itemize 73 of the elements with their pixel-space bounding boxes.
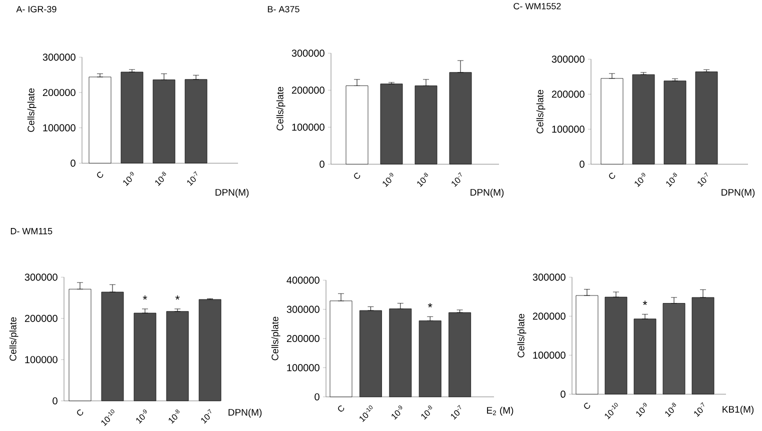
y-axis-title: Cells/plate: [536, 90, 546, 134]
x-tick-label: C: [584, 402, 590, 409]
x-axis-title: DPN(M): [722, 188, 755, 198]
y-tick-label: 0: [314, 393, 320, 401]
x-tick-label: 10$^{-8}$: [666, 172, 677, 188]
x-tick-label: 10$^{-10}$: [360, 406, 373, 422]
y-tick-label: 200000: [286, 335, 320, 342]
y-axis-title: Cells/plate: [9, 317, 18, 361]
x-tick-label: 10$^{-8}$: [421, 406, 432, 420]
y-tick-label: 0: [320, 160, 324, 168]
y-tick-label: 400000: [286, 276, 320, 284]
chart-title: D- WM115: [10, 228, 52, 234]
x-tick-label: C: [338, 406, 344, 412]
y-axis-title: Cells/plate: [276, 87, 286, 130]
y-tick-label: 200000: [42, 89, 76, 96]
annotation: *: [642, 300, 648, 306]
x-tick-label: 10$^{-9}$: [392, 406, 402, 420]
x-axis-title: KB1(M): [722, 406, 754, 415]
x-tick-label: 10$^{-9}$: [136, 410, 147, 424]
x-tick-label: C: [77, 410, 84, 416]
y-tick-label: 300000: [286, 306, 320, 314]
x-tick-label: 10$^{-9}$: [382, 172, 394, 188]
x-axis-title: E$_{2}$ (M): [487, 406, 514, 416]
x-tick-label: C: [609, 172, 616, 179]
x-tick-label: C: [97, 172, 104, 178]
y-axis-title: Cells/plate: [517, 314, 526, 358]
annotation: *: [142, 296, 148, 300]
y-tick-label: 300000: [24, 274, 58, 281]
x-tick-label: 10$^{-8}$: [168, 410, 180, 424]
bar: [600, 78, 624, 164]
x-tick-label: 10$^{-7}$: [451, 405, 462, 420]
y-tick-label: 0: [580, 160, 584, 168]
x-tick-label: 10$^{-7}$: [201, 409, 212, 424]
y-tick-label: 100000: [25, 356, 58, 364]
x-tick-label: 10$^{-8}$: [155, 172, 166, 186]
x-tick-label: C: [354, 172, 360, 179]
y-tick-label: 0: [70, 160, 76, 167]
y-tick-label: 100000: [43, 124, 76, 132]
x-tick-label: 10$^{-9}$: [123, 172, 134, 186]
x-tick-label: 10$^{-9}$: [634, 172, 646, 188]
y-tick-label: 300000: [552, 56, 584, 63]
y-tick-label: 300000: [532, 274, 566, 281]
x-tick-label: 10$^{-9}$: [636, 402, 647, 418]
chart-title: A- IGR-39: [16, 6, 56, 12]
x-tick-label: 10$^{-7}$: [187, 171, 198, 186]
y-tick-label: 300000: [292, 50, 324, 57]
y-tick-label: 200000: [552, 90, 584, 98]
x-tick-label: 10$^{-7}$: [694, 402, 704, 418]
x-tick-label: 10$^{-7}$: [698, 172, 708, 188]
x-tick-label: 10$^{-10}$: [604, 402, 618, 420]
y-tick-label: 300000: [42, 54, 76, 61]
x-tick-label: 10$^{-8}$: [665, 402, 676, 418]
y-tick-label: 100000: [292, 124, 324, 131]
y-tick-label: 100000: [533, 352, 566, 359]
chart-title: B- A375: [268, 6, 300, 12]
x-axis-title: DPN(M): [228, 408, 262, 418]
y-axis-title: Cells/plate: [271, 316, 280, 360]
y-tick-label: 0: [52, 397, 58, 405]
x-axis-title: DPN(M): [216, 188, 249, 198]
x-tick-label: 10$^{-7}$: [452, 172, 462, 188]
y-tick-label: 200000: [292, 86, 324, 94]
annotation: *: [175, 296, 180, 300]
y-axis-title: Cells/plate: [27, 88, 36, 132]
y-tick-label: 100000: [287, 364, 320, 372]
x-tick-label: 10$^{-8}$: [417, 172, 428, 188]
y-tick-label: 200000: [24, 314, 58, 322]
annotation: *: [428, 303, 432, 308]
y-tick-label: 200000: [532, 312, 566, 320]
x-tick-label: 10$^{-10}$: [101, 410, 114, 426]
x-axis-title: DPN(M): [470, 188, 504, 198]
y-tick-label: 100000: [552, 126, 584, 133]
chart-title: C- WM1552: [514, 3, 561, 10]
y-tick-label: 0: [560, 390, 566, 398]
